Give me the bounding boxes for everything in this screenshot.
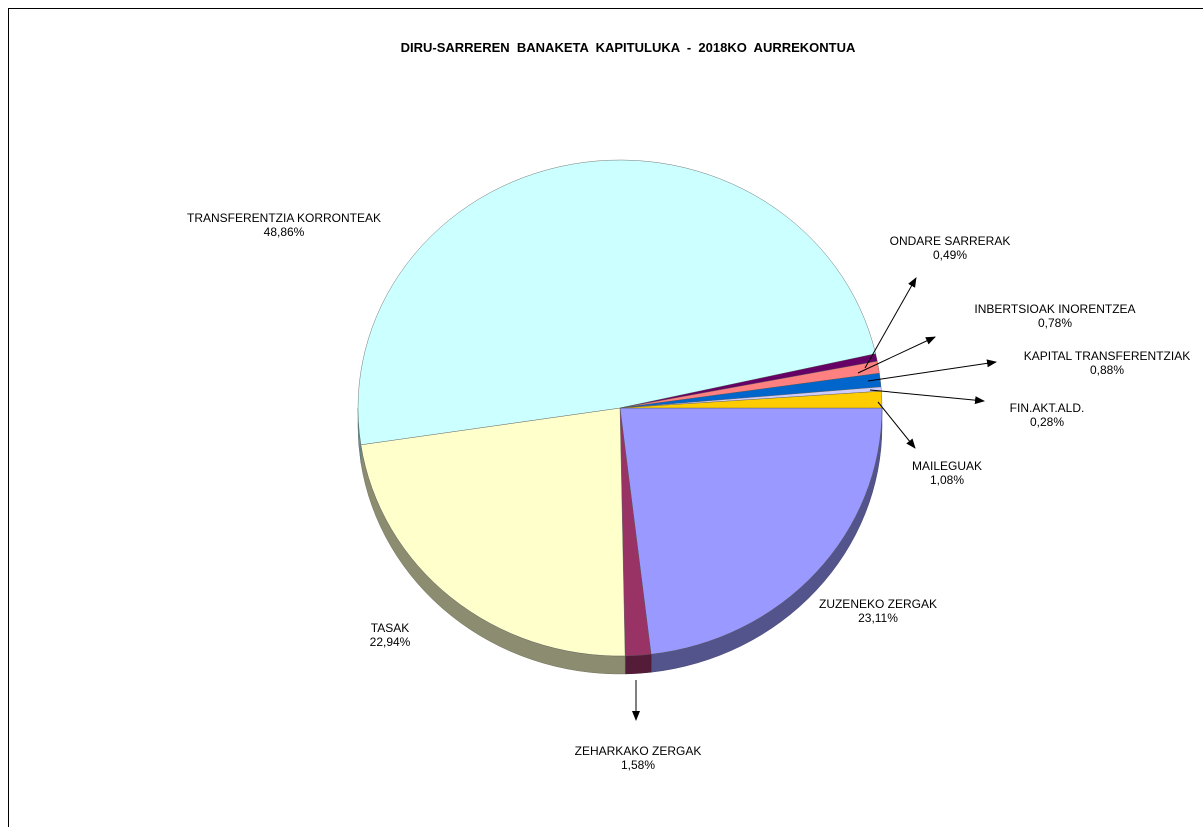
leader-lines bbox=[632, 277, 997, 721]
slice-value-maileguak: 1,08% bbox=[930, 473, 964, 487]
leader-arrow-ondare-sarrerak bbox=[864, 277, 917, 369]
leader-arrow-kapital-transferentziak bbox=[867, 359, 997, 382]
slice-label-inbertsioak-inorentzea: INBERTSIOAK INORENTZEA bbox=[974, 302, 1135, 316]
slice-value-fin-akt-ald: 0,28% bbox=[1030, 415, 1064, 429]
slice-label-ondare-sarrerak: ONDARE SARRERAK bbox=[890, 234, 1011, 248]
slice-label-transferentzia-korronteak: TRANSFERENTZIA KORRONTEAK bbox=[187, 211, 381, 225]
leader-arrow-inbertsioak-inorentzea bbox=[857, 336, 936, 374]
slice-value-zeharkako-zergak: 1,58% bbox=[621, 758, 655, 772]
slice-label-maileguak: MAILEGUAK bbox=[912, 459, 982, 473]
slice-value-kapital-transferentziak: 0,88% bbox=[1090, 363, 1124, 377]
slice-tasak bbox=[360, 407, 626, 657]
slice-value-tasak: 22,94% bbox=[370, 635, 411, 649]
slice-label-tasak: TASAK bbox=[371, 621, 409, 635]
slice-label-zeharkako-zergak: ZEHARKAKO ZERGAK bbox=[575, 744, 702, 758]
pie-top bbox=[357, 159, 883, 657]
slice-label-fin-akt-ald: FIN.AKT.ALD. bbox=[1010, 401, 1085, 415]
chart-title: DIRU-SARREREN BANAKETA KAPITULUKA - 2018… bbox=[401, 40, 856, 55]
slice-label-kapital-transferentziak: KAPITAL TRANSFERENTZIAK bbox=[1024, 349, 1190, 363]
leader-arrow-maileguak bbox=[877, 401, 916, 449]
slice-side-zeharkako-zergak bbox=[624, 653, 652, 675]
slice-value-zuzeneko-zergak: 23,11% bbox=[858, 611, 898, 625]
slice-transferentzia-korronteak bbox=[357, 159, 876, 446]
slice-value-transferentzia-korronteak: 48,86% bbox=[264, 225, 305, 239]
slice-zuzeneko-zergak bbox=[619, 407, 883, 655]
chart-frame bbox=[8, 8, 1203, 827]
leader-arrow-fin-akt-ald bbox=[869, 389, 985, 405]
slice-label-zuzeneko-zergak: ZUZENEKO ZERGAK bbox=[819, 597, 937, 611]
slice-value-ondare-sarrerak: 0,49% bbox=[933, 248, 967, 262]
slice-value-inbertsioak-inorentzea: 0,78% bbox=[1038, 316, 1072, 330]
